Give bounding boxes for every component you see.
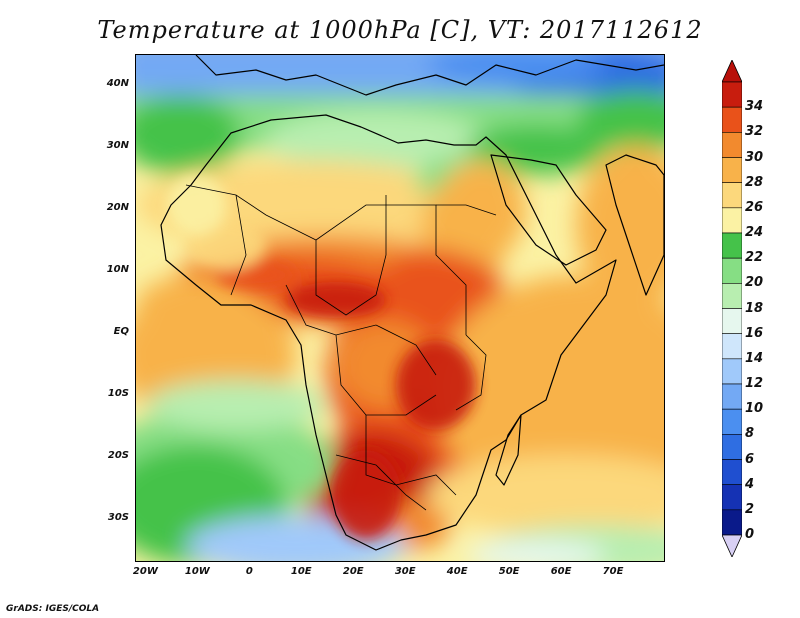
colorbar-level-label: 10 xyxy=(745,401,764,417)
colorbar-level-label: 24 xyxy=(745,225,764,240)
colorbar-level-label: 8 xyxy=(745,426,755,442)
colorbar-level-label: 28 xyxy=(745,174,764,190)
colorbar-segment xyxy=(722,81,742,108)
lon-tick-label: 10E xyxy=(290,566,312,577)
colorbar-segment xyxy=(722,106,742,133)
colorbar-level-label: 22 xyxy=(745,250,764,266)
chart-title: Temperature at 1000hPa [C], VT: 20171126… xyxy=(97,16,703,44)
lon-tick-label: 50E xyxy=(498,566,520,577)
lat-tick-label: 20S xyxy=(107,449,129,461)
colorbar-level-label: 6 xyxy=(745,451,755,467)
lon-tick-label: 0 xyxy=(245,566,253,577)
colorbar-level-label: 32 xyxy=(745,124,764,140)
colorbar-segment xyxy=(722,358,742,385)
colorbar-segment xyxy=(722,459,742,485)
colorbar-level-label: 0 xyxy=(745,527,755,542)
colorbar-segment xyxy=(722,408,742,435)
colorbar-level-label: 34 xyxy=(745,99,764,115)
colorbar-segment xyxy=(722,434,742,460)
lat-tick-label: 30N xyxy=(106,139,129,151)
lat-tick-label: 40N xyxy=(106,77,129,89)
temperature-map xyxy=(135,54,665,562)
colorbar-under-arrow xyxy=(722,534,742,557)
lat-tick-label: 20N xyxy=(106,201,129,213)
colorbar-level-label: 4 xyxy=(745,476,755,492)
europe-coast xyxy=(195,55,664,96)
colorbar-segment xyxy=(722,383,742,410)
colorbar-segment xyxy=(722,283,742,309)
lon-tick-label: 40E xyxy=(446,566,468,577)
colorbar-level-label: 2 xyxy=(745,501,755,517)
colorbar-level-label: 30 xyxy=(745,149,764,165)
lat-tick-label: 30S xyxy=(107,511,129,523)
colorbar-segment xyxy=(722,257,742,284)
colorbar xyxy=(722,60,742,557)
lat-tick-label: EQ xyxy=(113,325,129,337)
colorbar-segment xyxy=(722,182,742,209)
colorbar-segment xyxy=(722,308,742,334)
lon-tick-label: 10W xyxy=(184,566,210,577)
colorbar-level-label: 20 xyxy=(745,275,764,291)
lon-tick-label: 60E xyxy=(550,566,572,577)
colorbar-segment xyxy=(722,232,742,259)
country-borders xyxy=(185,184,497,511)
colorbar-segment xyxy=(722,484,742,511)
lat-tick-label: 10S xyxy=(107,387,129,399)
colorbar-level-label: 18 xyxy=(745,300,764,316)
lat-tick-label: 10N xyxy=(106,263,129,275)
lon-tick-label: 30E xyxy=(394,566,416,577)
colorbar-segment xyxy=(722,157,742,183)
colorbar-level-label: 12 xyxy=(745,376,764,391)
coastlines xyxy=(160,55,664,551)
lon-tick-label: 20W xyxy=(132,566,158,577)
colorbar-level-label: 26 xyxy=(745,199,764,215)
colorbar-segment xyxy=(722,509,742,536)
grads-credit: GrADS: IGES/COLA xyxy=(6,604,100,614)
colorbar-level-label: 14 xyxy=(745,350,764,366)
india-outline xyxy=(605,154,664,296)
colorbar-segment xyxy=(722,207,742,234)
map-canvas xyxy=(136,55,664,561)
arabia-outline xyxy=(490,154,607,266)
colorbar-segment xyxy=(722,333,742,360)
lon-tick-label: 70E xyxy=(602,566,624,577)
colorbar-level-label: 16 xyxy=(745,325,764,341)
colorbar-over-arrow xyxy=(722,60,742,83)
lon-tick-label: 20E xyxy=(342,566,364,577)
madagascar-outline xyxy=(495,414,522,486)
africa-outline xyxy=(160,114,617,551)
colorbar-segment xyxy=(722,132,742,158)
